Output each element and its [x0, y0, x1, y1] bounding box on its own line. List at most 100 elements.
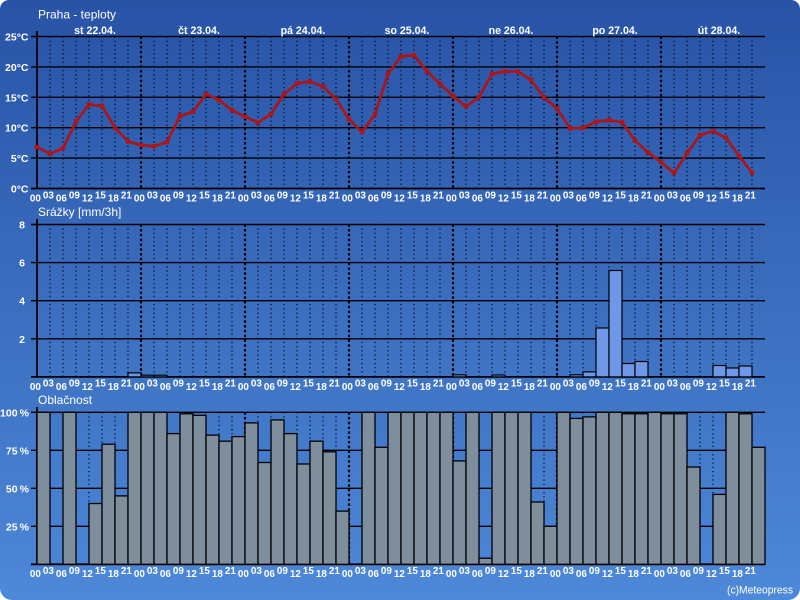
svg-text:6: 6 [19, 258, 25, 270]
svg-text:09: 09 [277, 379, 288, 390]
svg-text:0°C: 0°C [11, 184, 29, 196]
svg-text:00: 00 [238, 382, 249, 393]
svg-text:18: 18 [732, 569, 743, 580]
svg-text:15: 15 [615, 190, 626, 201]
svg-text:03: 03 [459, 566, 470, 577]
svg-text:09: 09 [693, 190, 704, 201]
svg-text:12: 12 [394, 382, 405, 393]
svg-text:06: 06 [160, 569, 171, 580]
svg-text:06: 06 [56, 193, 67, 204]
svg-text:21: 21 [121, 566, 132, 577]
svg-text:06: 06 [264, 193, 275, 204]
svg-text:12: 12 [706, 382, 717, 393]
svg-text:09: 09 [485, 566, 496, 577]
svg-text:18: 18 [316, 193, 327, 204]
svg-text:15: 15 [95, 190, 106, 201]
svg-text:12: 12 [394, 569, 405, 580]
svg-text:00: 00 [446, 382, 457, 393]
svg-text:5°C: 5°C [11, 153, 29, 165]
svg-text:15: 15 [95, 379, 106, 390]
svg-text:00: 00 [446, 193, 457, 204]
svg-text:18: 18 [420, 193, 431, 204]
svg-text:18: 18 [212, 193, 223, 204]
svg-text:12: 12 [290, 193, 301, 204]
svg-text:06: 06 [368, 193, 379, 204]
svg-text:09: 09 [69, 379, 80, 390]
svg-text:18: 18 [316, 569, 327, 580]
svg-text:00: 00 [30, 193, 41, 204]
svg-text:15: 15 [199, 190, 210, 201]
svg-text:00: 00 [342, 193, 353, 204]
svg-text:ne 26.04.: ne 26.04. [489, 25, 534, 37]
svg-text:15°C: 15°C [5, 92, 29, 104]
svg-text:25°C: 25°C [5, 32, 29, 44]
svg-text:00: 00 [134, 382, 145, 393]
svg-text:00: 00 [30, 569, 41, 580]
svg-text:18: 18 [524, 569, 535, 580]
svg-text:06: 06 [472, 193, 483, 204]
svg-text:15: 15 [511, 379, 522, 390]
svg-text:09: 09 [589, 566, 600, 577]
svg-text:00: 00 [550, 569, 561, 580]
svg-text:15: 15 [95, 566, 106, 577]
svg-text:06: 06 [56, 382, 67, 393]
svg-text:18: 18 [316, 382, 327, 393]
svg-text:15: 15 [407, 190, 418, 201]
svg-text:09: 09 [589, 190, 600, 201]
svg-text:15: 15 [719, 566, 730, 577]
svg-text:15: 15 [511, 566, 522, 577]
svg-text:03: 03 [251, 566, 262, 577]
svg-text:03: 03 [251, 190, 262, 201]
svg-text:15: 15 [511, 190, 522, 201]
svg-text:09: 09 [589, 379, 600, 390]
svg-text:21: 21 [121, 379, 132, 390]
svg-text:00: 00 [134, 569, 145, 580]
svg-text:09: 09 [69, 566, 80, 577]
svg-text:12: 12 [602, 382, 613, 393]
svg-text:03: 03 [667, 566, 678, 577]
svg-text:so 25.04.: so 25.04. [385, 25, 430, 37]
svg-text:00: 00 [342, 382, 353, 393]
svg-text:12: 12 [602, 569, 613, 580]
svg-text:00: 00 [342, 569, 353, 580]
svg-text:21: 21 [537, 379, 548, 390]
svg-text:03: 03 [251, 379, 262, 390]
svg-text:03: 03 [563, 190, 574, 201]
svg-text:po 27.04.: po 27.04. [592, 25, 637, 37]
svg-text:09: 09 [69, 190, 80, 201]
svg-text:00: 00 [654, 569, 665, 580]
svg-text:03: 03 [667, 190, 678, 201]
svg-text:21: 21 [225, 566, 236, 577]
svg-text:09: 09 [173, 190, 184, 201]
svg-text:00: 00 [30, 382, 41, 393]
svg-text:00: 00 [550, 382, 561, 393]
svg-text:09: 09 [173, 566, 184, 577]
svg-text:09: 09 [277, 190, 288, 201]
svg-text:09: 09 [173, 379, 184, 390]
svg-text:10°C: 10°C [5, 123, 29, 135]
svg-text:21: 21 [121, 190, 132, 201]
svg-text:00: 00 [446, 569, 457, 580]
svg-text:00: 00 [238, 193, 249, 204]
svg-text:03: 03 [355, 190, 366, 201]
svg-text:12: 12 [290, 382, 301, 393]
svg-text:18: 18 [732, 193, 743, 204]
svg-text:15: 15 [407, 379, 418, 390]
svg-text:18: 18 [628, 193, 639, 204]
svg-text:12: 12 [82, 569, 93, 580]
svg-text:12: 12 [602, 193, 613, 204]
svg-text:21: 21 [329, 190, 340, 201]
svg-text:09: 09 [381, 566, 392, 577]
svg-text:100 %: 100 % [0, 407, 30, 419]
svg-text:21: 21 [433, 190, 444, 201]
svg-text:4: 4 [19, 296, 25, 308]
svg-text:(c)Meteopress: (c)Meteopress [727, 585, 793, 597]
svg-text:12: 12 [186, 193, 197, 204]
svg-text:03: 03 [147, 566, 158, 577]
svg-text:75 %: 75 % [6, 445, 30, 457]
svg-text:20°C: 20°C [5, 62, 29, 74]
svg-text:06: 06 [472, 382, 483, 393]
svg-text:12: 12 [498, 569, 509, 580]
svg-text:18: 18 [420, 382, 431, 393]
svg-text:03: 03 [563, 379, 574, 390]
